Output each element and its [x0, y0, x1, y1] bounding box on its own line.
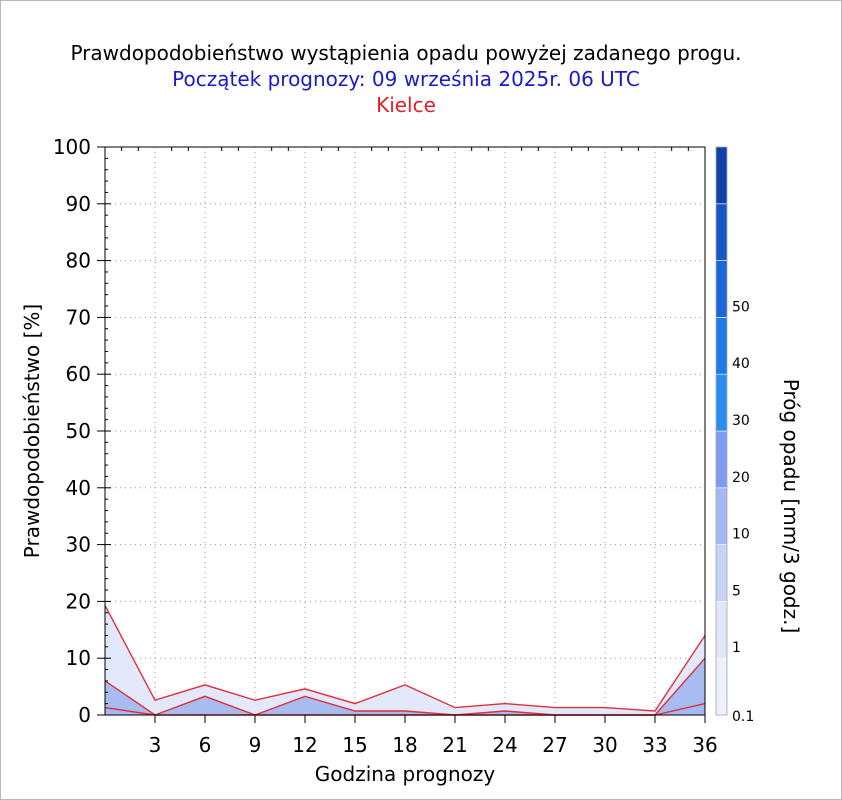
colorbar-tick-label: 50 [732, 299, 750, 315]
x-tick-label: 15 [342, 733, 367, 757]
x-tick-label: 9 [249, 733, 262, 757]
line-threshold-0.1 [104, 605, 706, 712]
y-tick-label: 20 [66, 589, 91, 613]
grid [105, 147, 705, 715]
colorbar-tick-label: 30 [732, 413, 750, 429]
colorbar-tick-label: 1 [732, 640, 741, 656]
y-axis-title: Prawdopodobieństwo [%] [20, 304, 44, 558]
colorbar-segment [715, 430, 728, 489]
colorbar-tick-label: 5 [732, 583, 741, 599]
x-tick-label: 18 [392, 733, 417, 757]
colorbar-tick-label: 20 [732, 470, 750, 486]
y-tick-label: 0 [78, 703, 91, 727]
station-name: Kielce [376, 93, 436, 117]
y-axis: 0 10 20 30 40 50 60 70 80 90 100 [53, 135, 111, 727]
colorbar-tick-label: 40 [732, 356, 750, 372]
x-tick-label: 27 [542, 733, 567, 757]
forecast-start: Początek prognozy: 09 września 2025r. 06… [172, 67, 640, 91]
colorbar-segment [715, 544, 728, 602]
colorbar-segment [715, 260, 728, 318]
x-tick-label: 30 [592, 733, 617, 757]
colorbar-segment [715, 317, 728, 375]
y-tick-label: 90 [66, 192, 91, 216]
x-tick-label: 33 [642, 733, 667, 757]
colorbar-title: Próg opadu [mm/3 godz.] [779, 379, 803, 634]
colorbar-segment [715, 657, 728, 716]
colorbar-segment [715, 487, 728, 545]
x-tick-label: 3 [149, 733, 162, 757]
colorbar: 0.1 1 5 10 20 30 40 50 [715, 146, 754, 725]
area-threshold-0.1 [105, 605, 705, 715]
x-tick-label: 36 [692, 733, 717, 757]
colorbar-tick-label: 10 [732, 527, 750, 543]
y-tick-label: 60 [66, 362, 91, 386]
probability-areas [104, 605, 706, 716]
y-tick-label: 100 [53, 135, 91, 159]
colorbar-segment [715, 373, 728, 432]
x-axis: 3 6 9 12 15 18 21 24 27 30 33 36 [121, 147, 718, 757]
y-tick-label: 40 [66, 476, 91, 500]
colorbar-tick-label: 0.1 [732, 709, 754, 725]
y-tick-label: 50 [66, 419, 91, 443]
y-tick-label: 30 [66, 533, 91, 557]
colorbar-segment [715, 203, 728, 261]
x-tick-label: 6 [199, 733, 212, 757]
colorbar-outline [715, 146, 728, 716]
y-tick-label: 70 [66, 305, 91, 329]
x-tick-label: 21 [442, 733, 467, 757]
x-tick-label: 24 [492, 733, 517, 757]
chart-title: Prawdopodobieństwo wystąpienia opadu pow… [70, 41, 742, 65]
colorbar-segment [715, 601, 728, 659]
colorbar-segment [715, 146, 728, 205]
x-tick-label: 12 [292, 733, 317, 757]
y-tick-label: 10 [66, 646, 91, 670]
y-tick-label: 80 [66, 249, 91, 273]
x-axis-title: Godzina prognozy [315, 762, 496, 786]
